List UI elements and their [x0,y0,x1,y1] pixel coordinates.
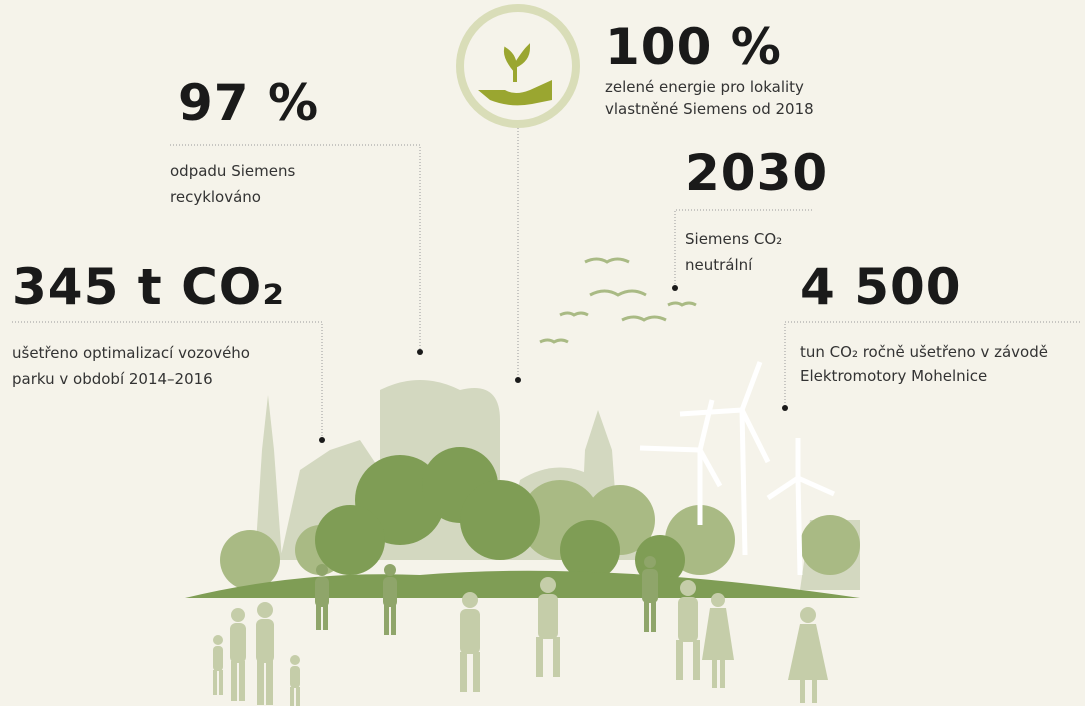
line: tun CO₂ ročně ušetřeno v závodě [800,340,1048,364]
stat-value: 345 t CO₂ [12,262,285,312]
line: Siemens CO₂ [685,226,782,252]
line: parku v období 2014–2016 [12,366,250,392]
stat-value: 4 500 [800,262,962,312]
stat-value: 100 % [605,22,782,72]
line: recyklováno [170,184,295,210]
line: neutrální [685,252,782,278]
line: Elektromotory Mohelnice [800,364,1048,388]
line: ušetřeno optimalizací vozového [12,340,250,366]
icon-circle [460,8,576,124]
line: odpadu Siemens [170,158,295,184]
infographic: 345 t CO₂ ušetřeno optimalizací vozového… [0,0,1085,706]
line: vlastněné Siemens od 2018 [605,98,814,120]
stat-value: 97 % [178,78,319,128]
trees-front [185,447,860,598]
birds [540,259,696,342]
stat-value: 2030 [685,148,828,198]
line: zelené energie pro lokality [605,76,814,98]
